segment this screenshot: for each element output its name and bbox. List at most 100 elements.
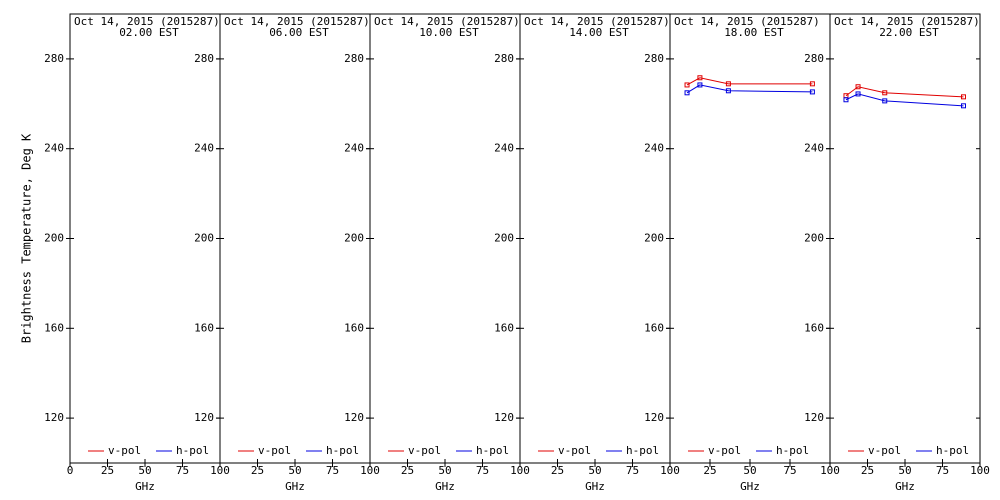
y-tick-label: 160 [644, 321, 664, 334]
panel-subtitle: 14.00 EST [569, 26, 629, 39]
legend-label: h-pol [176, 444, 209, 457]
legend-label: v-pol [258, 444, 291, 457]
y-tick-label: 200 [344, 232, 364, 245]
y-tick-label: 200 [44, 232, 64, 245]
y-tick-label: 280 [194, 52, 214, 65]
x-tick-label: 50 [288, 464, 301, 477]
y-tick-label: 120 [344, 411, 364, 424]
x-tick-label: 25 [551, 464, 564, 477]
panel-subtitle: 06.00 EST [269, 26, 329, 39]
point-marker [809, 81, 815, 87]
point-marker [697, 82, 703, 88]
x-tick-label: 25 [861, 464, 874, 477]
y-tick-label: 240 [344, 142, 364, 155]
point-marker [684, 90, 690, 96]
y-tick-label: 160 [804, 321, 824, 334]
y-tick-label: 200 [494, 232, 514, 245]
point-marker [882, 98, 888, 104]
panel-subtitle: 02.00 EST [119, 26, 179, 39]
x-tick-label: 25 [703, 464, 716, 477]
panel-subtitle: 18.00 EST [724, 26, 784, 39]
y-tick-label: 240 [804, 142, 824, 155]
legend-label: v-pol [708, 444, 741, 457]
x-tick-label: 75 [476, 464, 489, 477]
x-tick-label: 50 [588, 464, 601, 477]
panel-title: Oct 14, 2015 (2015287) [224, 15, 370, 28]
panel-subtitle: 22.00 EST [879, 26, 939, 39]
y-tick-label: 240 [44, 142, 64, 155]
x-tick-label: 25 [251, 464, 264, 477]
point-marker [961, 103, 966, 109]
y-tick-label: 120 [194, 411, 214, 424]
y-tick-label: 200 [644, 232, 664, 245]
panel-title: Oct 14, 2015 (2015287) [524, 15, 670, 28]
panel-title: Oct 14, 2015 (2015287) [834, 15, 980, 28]
x-tick-label: 50 [898, 464, 911, 477]
point-marker [684, 82, 690, 88]
point-marker [855, 91, 861, 97]
y-tick-label: 160 [494, 321, 514, 334]
x-tick-label: 100 [210, 464, 230, 477]
x-tick-label: 25 [101, 464, 114, 477]
y-tick-label: 240 [194, 142, 214, 155]
x-tick-label: 75 [326, 464, 339, 477]
point-marker [725, 81, 731, 87]
legend-label: h-pol [626, 444, 659, 457]
x-axis-label: GHz [285, 480, 305, 493]
y-tick-label: 280 [804, 52, 824, 65]
y-tick-label: 200 [194, 232, 214, 245]
point-marker [843, 97, 849, 103]
x-axis-label: GHz [585, 480, 605, 493]
x-tick-label: 75 [936, 464, 949, 477]
x-tick-label: 75 [176, 464, 189, 477]
point-marker [725, 88, 731, 94]
point-marker [809, 89, 815, 95]
series-line [686, 84, 813, 94]
x-tick-label: 100 [970, 464, 990, 477]
y-tick-label: 120 [804, 411, 824, 424]
y-tick-label: 160 [44, 321, 64, 334]
point-marker [855, 84, 861, 90]
series-line [845, 86, 964, 98]
y-tick-label: 160 [194, 321, 214, 334]
y-tick-label: 240 [644, 142, 664, 155]
legend-label: v-pol [408, 444, 441, 457]
point-marker [697, 75, 703, 81]
legend-label: h-pol [476, 444, 509, 457]
point-marker [882, 90, 888, 96]
panel-subtitle: 10.00 EST [419, 26, 479, 39]
y-tick-label: 200 [804, 232, 824, 245]
x-tick-label: 50 [438, 464, 451, 477]
y-tick-label: 120 [494, 411, 514, 424]
x-tick-label: 25 [401, 464, 414, 477]
y-tick-label: 280 [344, 52, 364, 65]
x-tick-label: 100 [820, 464, 840, 477]
x-tick-label: 75 [783, 464, 796, 477]
x-axis-label: GHz [895, 480, 915, 493]
x-tick-label: 50 [743, 464, 756, 477]
x-tick-label: 75 [626, 464, 639, 477]
y-tick-label: 280 [494, 52, 514, 65]
point-marker [961, 94, 966, 100]
x-tick-label: 0 [67, 464, 74, 477]
x-tick-label: 100 [660, 464, 680, 477]
legend-label: v-pol [108, 444, 141, 457]
series-line [686, 77, 813, 86]
x-tick-label: 100 [360, 464, 380, 477]
series-line [845, 93, 964, 107]
x-axis-label: GHz [740, 480, 760, 493]
x-axis-label: GHz [135, 480, 155, 493]
legend-label: h-pol [936, 444, 969, 457]
x-tick-label: 100 [510, 464, 530, 477]
y-tick-label: 280 [644, 52, 664, 65]
x-tick-label: 50 [138, 464, 151, 477]
y-tick-label: 280 [44, 52, 64, 65]
legend-label: v-pol [558, 444, 591, 457]
y-tick-label: 120 [644, 411, 664, 424]
y-tick-label: 120 [44, 411, 64, 424]
legend-label: h-pol [326, 444, 359, 457]
legend-label: h-pol [776, 444, 809, 457]
panel-frame [829, 13, 981, 464]
y-tick-label: 240 [494, 142, 514, 155]
